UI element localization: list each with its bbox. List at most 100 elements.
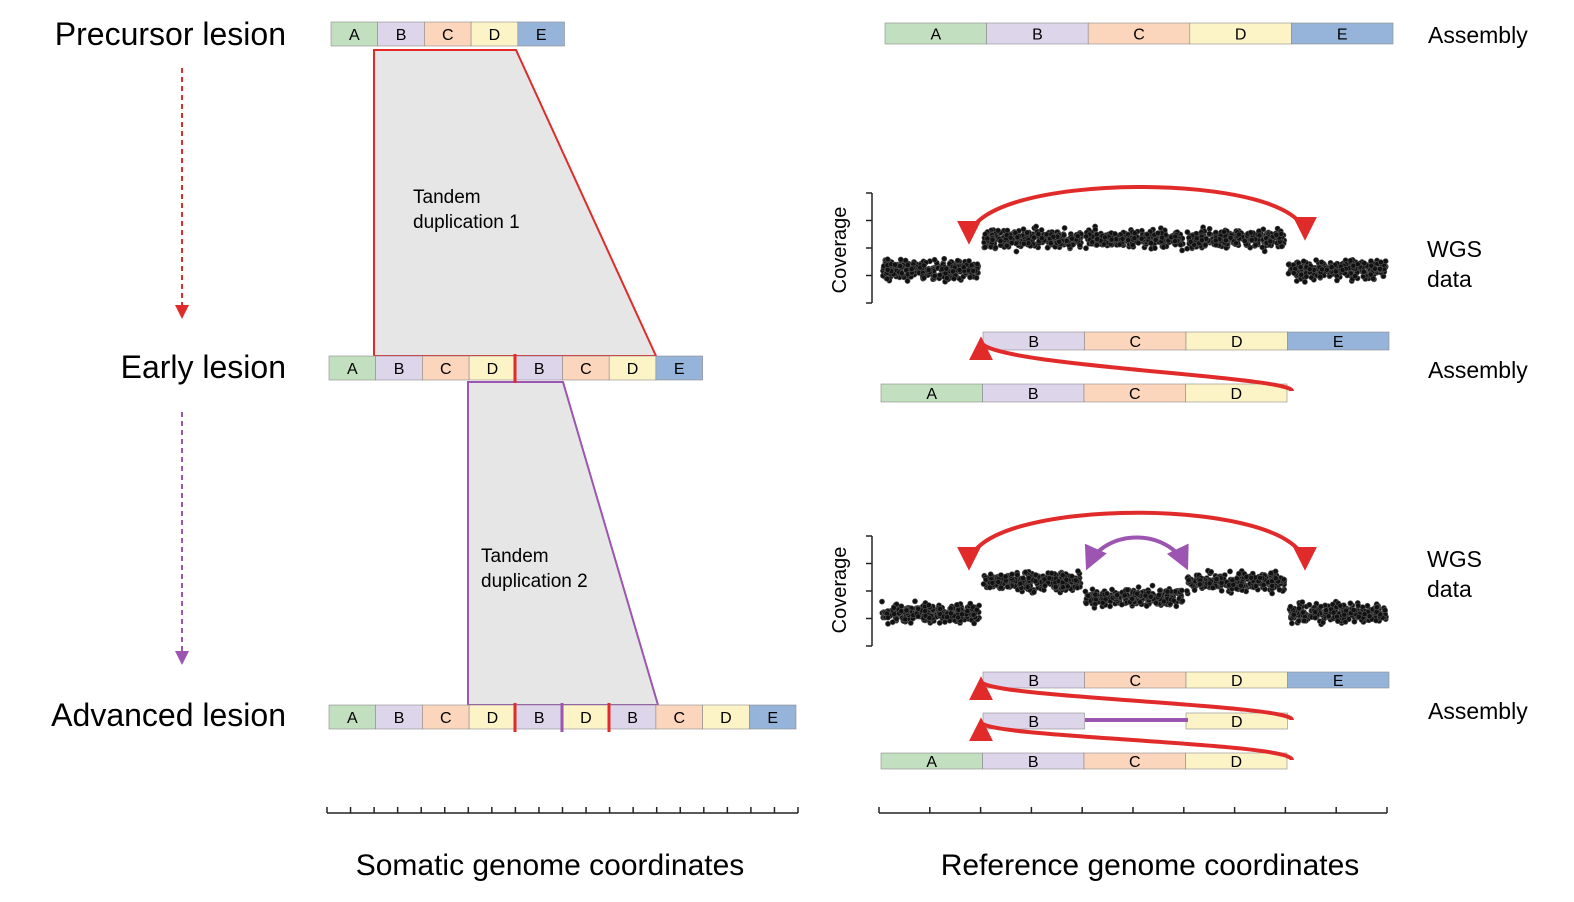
precursor-segment: C [424,21,472,47]
advanced-assembly-segment-label: E [1333,673,1344,690]
assembly-label-2: Assembly [1428,357,1528,383]
early-assembly-junction [969,336,1294,393]
advanced-assembly-segment-label: B [1028,754,1039,771]
reference-precursor-segment-label: D [1235,27,1247,44]
advanced-assembly-segment-label: D [1231,714,1243,731]
advanced-coverage-axis-label: Coverage [829,547,851,634]
advanced-segment-label: C [673,710,685,727]
precursor-segment-label: E [536,27,547,44]
early-assembly-segment-label: C [1129,386,1141,403]
reference-precursor-segment-label: A [930,27,941,44]
early-assembly-segment-label: D [1230,386,1242,403]
coverage-points [880,255,982,285]
wgs-data-label-1: WGS data [1427,236,1488,292]
advanced-assembly-segment-label: A [926,754,937,771]
advanced-assembly-segment: C [1083,752,1186,771]
reference-precursor-segment: D [1189,22,1292,45]
tandem-duplication-1-label: Tandem duplication 1 [413,187,520,233]
advanced-second-duplication-arc [1084,535,1189,571]
early-assembly-segment: B [982,383,1085,403]
advanced-assembly-segment-label: C [1129,754,1141,771]
reference-early-assembly: B C D E A B C D [880,331,1390,403]
coverage-y-axis [866,535,873,647]
precursor-segment-label: D [489,27,501,44]
advanced-segment: C [655,704,703,730]
advanced-assembly-segment: D [1185,712,1288,731]
reference-precursor-assembly: A B C D E [884,22,1394,45]
reference-precursor-segment: A [884,22,987,45]
early-duplication-arc [957,185,1317,245]
coverage-points [1285,256,1389,285]
advanced-segment: B [515,704,563,730]
advanced-segment: D [702,704,750,730]
coverage-points [879,598,982,627]
early-segment: C [562,355,610,381]
early-assembly-segment: B [982,331,1085,351]
early-segment: D [468,355,517,381]
reference-precursor-segment: C [1087,22,1191,45]
early-assembly-segment: D [1185,383,1288,403]
early-segment: C [422,355,470,381]
advanced-assembly-junction-2 [969,717,1294,762]
early-assembly-row-1: B C D E [982,331,1390,351]
advanced-assembly-segment: E [1287,671,1390,690]
advanced-segment: B [375,704,423,730]
early-assembly-segment-label: B [1028,386,1039,403]
reference-axis-label: Reference genome coordinates [941,849,1360,882]
advanced-segment-label: B [627,710,638,727]
coverage-points [1286,598,1389,628]
tandem-duplication-2-label: Tandem duplication 2 [481,546,588,592]
early-segment: B [375,355,423,381]
early-segment: D [608,355,657,381]
precursor-segment-label: A [349,27,360,44]
advanced-segment: D [562,704,610,730]
reference-axis [878,807,1388,814]
reference-precursor-segment: B [986,22,1089,45]
early-segment-label: E [674,361,685,378]
advanced-wgs-coverage-plot [866,535,1389,647]
precursor-segment: B [377,21,425,47]
reference-precursor-segment-label: B [1032,27,1043,44]
early-assembly-segment-label: C [1129,334,1141,351]
precursor-segment: D [470,21,519,47]
advanced-assembly-row-1: B C D E [982,671,1390,690]
somatic-axis [326,807,799,814]
advanced-segment: A [328,704,377,730]
advanced-assembly-segment: B [982,752,1085,771]
coverage-y-axis [866,192,873,304]
reference-advanced-assembly: B C D E B D A B C D [880,671,1390,771]
assembly-label-3: Assembly [1428,698,1528,724]
advanced-duplication-arc [957,510,1317,571]
early-lesion-label: Early lesion [121,349,286,385]
early-segment: E [655,355,703,381]
advanced-segment: E [748,704,797,730]
advanced-assembly-segment-label: D [1230,754,1242,771]
early-segment: B [515,355,563,381]
advanced-segment: B [608,704,657,730]
reference-precursor-segment-label: E [1337,27,1348,44]
early-assembly-segment: A [880,383,983,403]
early-coverage-axis-label: Coverage [829,207,851,294]
tandem-duplication-2-shape [467,381,660,706]
coverage-points [980,568,1084,596]
early-assembly-segment-label: A [926,386,937,403]
advanced-assembly-segment: D [1185,752,1288,771]
assembly-label-1: Assembly [1428,22,1528,48]
coverage-points [1083,223,1186,254]
early-segment-label: C [580,361,592,378]
early-assembly-segment-label: B [1028,334,1039,351]
reference-precursor-segment-label: C [1133,27,1145,44]
advanced-lesion-label: Advanced lesion [51,697,286,733]
early-segment-label: B [394,361,405,378]
advanced-segment-label: C [440,710,452,727]
advanced-segment: D [468,704,517,730]
early-assembly-segment: C [1083,383,1186,403]
precursor-segment: E [517,21,565,47]
coverage-points [981,223,1084,255]
early-assembly-segment-label: E [1333,334,1344,351]
wgs-data-label-2: WGS data [1427,546,1488,602]
somatic-axis-label: Somatic genome coordinates [356,849,745,882]
early-assembly-row-2: A B C D [880,383,1288,403]
